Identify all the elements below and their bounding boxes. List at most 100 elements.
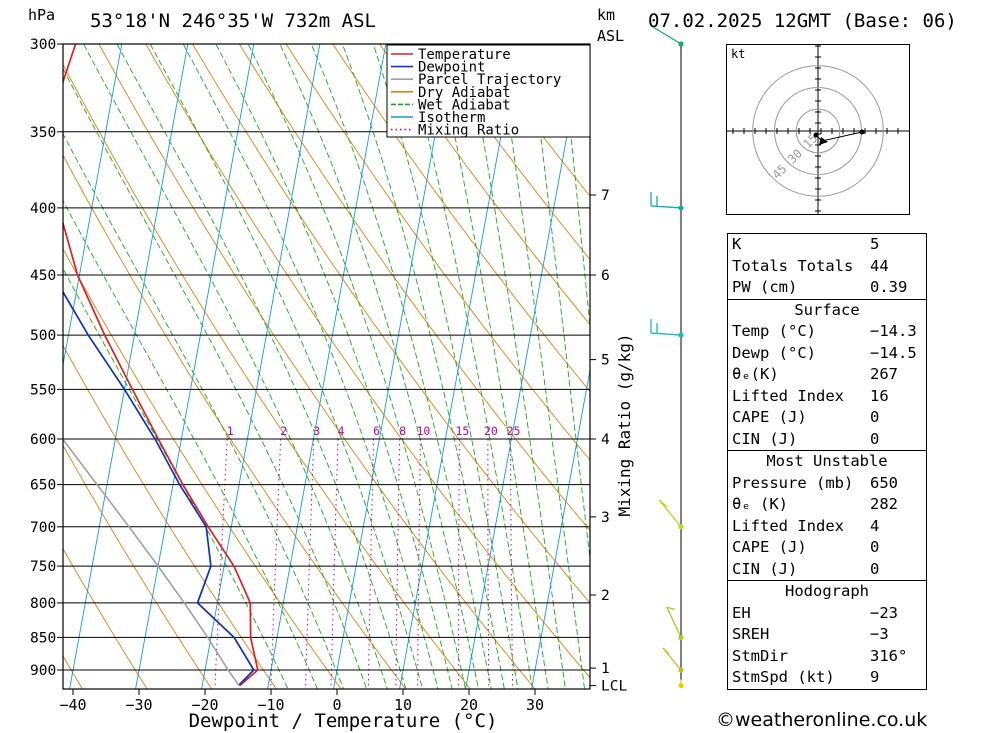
index-value: 316° xyxy=(870,646,908,665)
series-line xyxy=(63,438,240,687)
index-value: 0 xyxy=(870,538,880,556)
wind-barb xyxy=(665,606,682,638)
index-label: K xyxy=(732,235,742,253)
index-row: Dewp (°C) −14.5 xyxy=(728,343,926,365)
wet-adiabat-line xyxy=(561,44,590,330)
isotherm-line xyxy=(531,367,590,689)
index-label: Pressure (mb) xyxy=(732,473,854,492)
wet-adiabat-line xyxy=(341,44,505,689)
hodograph-point xyxy=(813,132,819,138)
index-value: 9 xyxy=(870,668,880,686)
index-value: 0.39 xyxy=(870,278,908,296)
isotherm-line xyxy=(135,44,255,689)
height-tick-label: 3 xyxy=(601,510,610,526)
temperature-tick-label: 10 xyxy=(394,696,412,714)
isotherm-line xyxy=(267,44,387,689)
hodograph-unit: kt xyxy=(731,47,745,61)
height-tick-label: 6 xyxy=(601,268,610,284)
temperature-tick-label: 0 xyxy=(332,696,341,714)
temperature-tick-label: −40 xyxy=(59,696,86,714)
index-label: EH xyxy=(732,603,751,622)
location-title: 53°18'N 246°35'W 732m ASL xyxy=(90,10,376,32)
hodograph-ring xyxy=(795,108,841,154)
credit-link[interactable]: ©weatheronline.co.uk xyxy=(716,709,928,731)
index-label: θₑ(K) xyxy=(732,365,779,383)
dry-adiabat-line xyxy=(0,5,28,707)
dry-adiabat-line xyxy=(63,344,277,689)
datetime-title: 07.02.2025 12GMT (Base: 06) xyxy=(648,10,957,32)
index-row: Lifted Index 4 xyxy=(728,516,926,538)
height-tick-label: 1 xyxy=(601,661,610,677)
index-label: SREH xyxy=(732,625,770,643)
wind-barb xyxy=(650,191,682,209)
series-line xyxy=(63,44,259,687)
isotherm-line xyxy=(594,5,723,707)
index-row: EH −23 xyxy=(728,603,926,625)
dry-adiabat-line xyxy=(285,44,590,461)
wind-barb xyxy=(658,499,682,528)
temperature-tick-label: −10 xyxy=(257,696,284,714)
index-label: Totals Totals xyxy=(732,256,854,275)
index-value: −14.3 xyxy=(870,322,917,340)
hodograph-trace xyxy=(815,131,863,142)
index-label: PW (cm) xyxy=(732,278,798,296)
legend-label: Wet Adiabat xyxy=(418,97,511,113)
index-value: 0 xyxy=(870,408,880,426)
pressure-tick-label: 450 xyxy=(30,268,56,284)
wind-barb xyxy=(652,26,682,45)
index-value: 650 xyxy=(870,473,898,492)
index-label: Lifted Index xyxy=(732,386,844,405)
temperature-tick-label: 30 xyxy=(526,696,544,714)
index-label: θₑ (K) xyxy=(732,495,788,513)
isotherm-line xyxy=(201,44,321,689)
right-axis-title: Mixing Ratio (g/kg) xyxy=(615,333,634,516)
index-row: Pressure (mb) 650 xyxy=(728,473,926,495)
pressure-tick-label: 850 xyxy=(30,630,56,646)
index-value: 282 xyxy=(870,495,898,513)
mixing-ratio-label: 4 xyxy=(338,424,345,438)
index-label: Dewp (°C) xyxy=(732,343,816,362)
dry-adiabat-line xyxy=(332,44,590,393)
mixing-ratio-line xyxy=(458,438,460,686)
isotherm-line xyxy=(63,44,123,368)
wind-barb xyxy=(650,319,682,336)
mixing-ratio-line xyxy=(395,438,401,686)
index-row: CIN (J) 0 xyxy=(728,559,926,581)
pressure-tick-label: 400 xyxy=(30,201,56,217)
index-row: PW (cm) 0.39 xyxy=(728,277,926,299)
index-label: StmDir xyxy=(732,646,788,665)
height-tick-label: 5 xyxy=(601,353,610,369)
index-label: CIN (J) xyxy=(732,429,798,448)
dry-adiabat-line xyxy=(379,44,590,326)
dry-adiabat-line xyxy=(63,547,148,689)
index-value: −3 xyxy=(870,625,889,643)
dry-adiabat-line xyxy=(63,247,342,689)
pressure-tick-label: 350 xyxy=(30,125,56,141)
isotherm-line xyxy=(69,44,189,689)
index-value: 44 xyxy=(870,256,889,275)
index-row: Lifted Index 16 xyxy=(728,386,926,408)
wet-adiabat-line xyxy=(116,44,407,689)
wet-adiabat-line xyxy=(372,44,519,689)
mixing-ratio-label: 10 xyxy=(416,424,430,438)
dry-adiabat-line xyxy=(63,63,471,689)
series-line xyxy=(63,290,255,687)
legend-box xyxy=(386,44,591,138)
mixing-ratio-label: 15 xyxy=(455,424,469,438)
index-label: Lifted Index xyxy=(732,516,844,535)
height-tick-label: 2 xyxy=(601,588,610,604)
mixing-ratio-label: 8 xyxy=(399,424,406,438)
legend-label: Dry Adiabat xyxy=(418,85,511,101)
mixing-ratio-line xyxy=(417,439,421,686)
mixing-ratio-label: 2 xyxy=(280,424,287,438)
index-row: SREH −3 xyxy=(728,624,926,646)
temperature-tick-label: −20 xyxy=(191,696,218,714)
x-axis-title: Dewpoint / Temperature (°C) xyxy=(189,710,498,732)
hodograph-title: Hodograph xyxy=(785,582,869,600)
most-unstable-block: Most Unstable Pressure (mb) 650 θₑ (K) 282… xyxy=(727,450,927,581)
temperature-tick-label: 20 xyxy=(460,696,478,714)
height-unit-sub-label: ASL xyxy=(597,27,625,45)
